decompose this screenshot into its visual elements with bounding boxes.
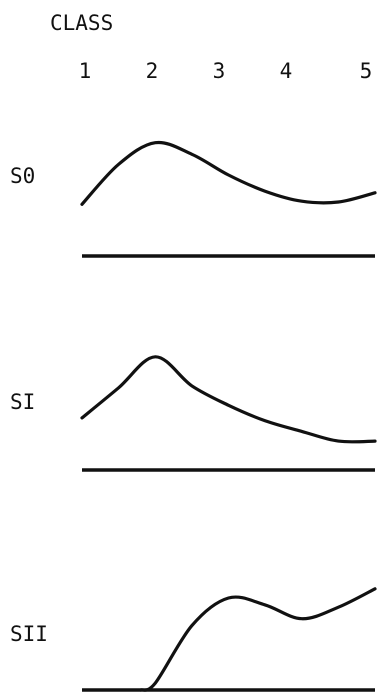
series-label-s0: S0 — [10, 164, 35, 188]
x-tick-label-4: 4 — [280, 59, 293, 83]
x-tick-label-1: 1 — [79, 59, 92, 83]
panel-sii: SII — [10, 587, 377, 692]
series-line-s0 — [80, 140, 377, 206]
panel-si: SI — [10, 355, 377, 472]
x-tick-label-3: 3 — [213, 59, 226, 83]
x-tick-labels: 1 2 3 4 5 — [79, 59, 373, 83]
series-panels: S0 SI SII — [10, 140, 377, 692]
x-tick-label-5: 5 — [360, 59, 373, 83]
x-tick-label-2: 2 — [146, 59, 159, 83]
series-line-si — [80, 355, 377, 444]
x-axis-label: CLASS — [50, 11, 113, 35]
series-label-sii: SII — [10, 622, 48, 646]
series-line-sii — [139, 587, 377, 692]
panel-s0: S0 — [10, 140, 377, 258]
series-label-si: SI — [10, 390, 35, 414]
